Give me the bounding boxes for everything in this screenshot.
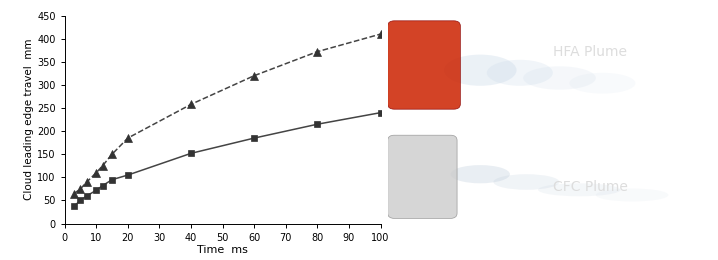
FancyBboxPatch shape: [388, 135, 457, 218]
FancyBboxPatch shape: [388, 21, 460, 109]
Ellipse shape: [444, 55, 516, 86]
Text: HFA Plume: HFA Plume: [553, 45, 627, 59]
Ellipse shape: [487, 60, 553, 86]
Ellipse shape: [493, 174, 559, 190]
Text: CFC Plume: CFC Plume: [553, 180, 628, 194]
Y-axis label: Cloud leading edge travel  mm: Cloud leading edge travel mm: [24, 39, 34, 200]
Ellipse shape: [596, 188, 668, 202]
Ellipse shape: [538, 183, 620, 196]
X-axis label: Time  ms: Time ms: [197, 245, 248, 255]
Ellipse shape: [569, 73, 635, 94]
Ellipse shape: [450, 165, 510, 183]
Ellipse shape: [523, 66, 596, 90]
